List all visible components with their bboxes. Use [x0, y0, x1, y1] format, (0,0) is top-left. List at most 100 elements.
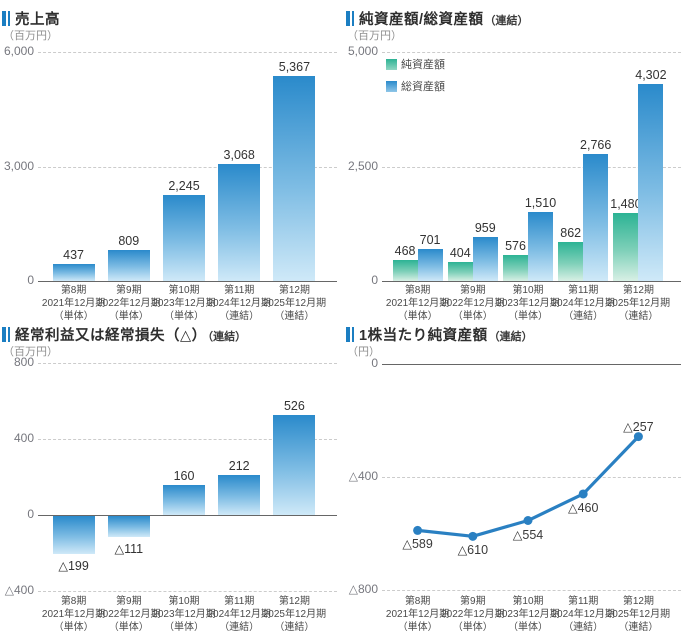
chart-title: 純資産額/総資産額	[359, 12, 484, 28]
bar	[218, 474, 261, 515]
bar-value-label: 2,245	[168, 179, 200, 194]
y-gridline	[382, 477, 681, 478]
chart-header: 経常利益又は経常損失（△）（連結）	[2, 324, 246, 347]
bar-value-label: 160	[173, 468, 195, 483]
bar-value-label: 959	[474, 221, 496, 236]
x-category-label: 第9期 2022年12月期 （単体）	[441, 285, 505, 322]
point-value-label: △589	[402, 537, 433, 552]
title-bars-icon	[2, 11, 10, 31]
chart-title-suffix: （連結）	[484, 15, 529, 27]
data-point	[578, 489, 588, 499]
legend-label: 純資産額	[401, 59, 445, 71]
bar	[613, 213, 639, 281]
y-tick-label: 0	[371, 273, 378, 287]
y-tick-label: 0	[27, 273, 34, 287]
bar-value-label: 212	[228, 458, 250, 473]
chart-unit: （百万円）	[3, 30, 58, 42]
title-bars-icon	[346, 327, 354, 347]
bar-value-label: 862	[560, 225, 582, 240]
y-gridline	[38, 52, 337, 53]
x-category-label: 第11期 2024年12月期 （連結）	[551, 285, 615, 322]
bar	[273, 76, 316, 281]
legend-item: 純資産額	[386, 56, 445, 72]
y-gridline	[382, 364, 681, 365]
chart-unit: （円）	[347, 346, 380, 358]
title-bars-icon	[2, 327, 10, 347]
assets-grouped-bar-chart: 5,000 2,500 0 第8期 2021年12月期 （単体） 第9期 2022年12月期（…	[344, 0, 687, 322]
chart-title-suffix: （連結）	[207, 331, 247, 343]
chart-header: 1株当たり純資産額（連結）	[346, 324, 533, 347]
y-gridline	[382, 590, 681, 591]
bar	[417, 248, 443, 281]
x-category-label: 第10期 2023年12月期 （単体）	[496, 285, 560, 322]
chart-panel-net-assets-per-share: 1株当たり純資産額（連結） （円） 0 △400 △800 第8期 2021年12月期（…	[344, 320, 687, 633]
bar	[583, 154, 609, 281]
chart-title-suffix: （連結）	[488, 331, 533, 343]
chart-header: 売上高	[2, 8, 61, 31]
data-point	[523, 516, 533, 526]
x-category-label: 第9期 2022年12月期 （単体）	[97, 285, 161, 322]
bar-value-label: △199	[58, 558, 89, 573]
y-gridline	[38, 281, 337, 282]
y-tick-label: 800	[13, 355, 34, 369]
bar-value-label: 701	[419, 232, 441, 247]
chart-panel-assets: 純資産額/総資産額（連結） （百万円） 5,000 2,500 0 第8期 2021年1…	[344, 0, 687, 322]
y-tick-label: 3,000	[3, 158, 34, 173]
net-assets-per-share-line-chart: 0 △400 △800 第8期 2021年12月期 （単体） 第9期 2022年12月期 （単体…	[344, 320, 687, 633]
y-tick-label: 0	[371, 356, 378, 370]
sales-bar-chart: 6,000 3,000 0 第8期 2021年12月期 （単体） 第9期 2022年12月期（…	[0, 0, 343, 322]
x-category-label: 第8期 2021年12月期 （単体）	[41, 285, 106, 322]
bar	[52, 516, 95, 554]
bar	[107, 250, 150, 281]
chart-title: 売上高	[15, 12, 60, 28]
y-tick-label: △400	[348, 469, 378, 483]
point-value-label: △610	[457, 543, 489, 558]
y-tick-label: 400	[13, 431, 34, 445]
y-tick-label: △400	[4, 583, 34, 597]
y-gridline	[38, 591, 337, 592]
bar	[52, 264, 95, 281]
bar	[273, 415, 316, 515]
y-tick-label: 0	[27, 507, 34, 521]
bar-value-label: 404	[449, 246, 471, 261]
y-gridline	[382, 166, 681, 168]
bar-value-label: 526	[283, 399, 305, 414]
bar	[392, 259, 418, 281]
bar-value-label: 1,510	[524, 195, 557, 210]
bar	[558, 241, 584, 281]
bar-value-label: 809	[118, 234, 140, 249]
bar	[447, 262, 473, 281]
chart-panel-sales: 売上高 （百万円） 6,000 3,000 0 第8期 2021年12月期 （単体） 第9期…	[0, 0, 343, 322]
y-tick-label: 5,000	[347, 44, 378, 58]
point-value-label: △257	[623, 419, 654, 434]
chart-unit: （百万円）	[3, 346, 58, 358]
y-tick-label: 6,000	[3, 44, 34, 58]
bar-value-label: 5,367	[278, 60, 311, 75]
data-point	[413, 525, 423, 535]
chart-title: 1株当たり純資産額	[359, 328, 488, 344]
bar	[163, 484, 205, 515]
y-gridline	[382, 52, 681, 53]
bar	[163, 195, 205, 281]
legend: 純資産額 総資産額	[386, 56, 445, 100]
data-point	[468, 531, 478, 541]
bar-value-label: 468	[394, 243, 416, 258]
x-category-label: 第12期 2025年12月期 （連結）	[606, 596, 671, 633]
legend-swatch-green	[386, 58, 397, 70]
y-gridline	[38, 439, 337, 440]
bar	[503, 254, 528, 281]
title-bars-icon	[346, 11, 354, 31]
chart-unit: （百万円）	[347, 30, 402, 42]
legend-label: 総資産額	[401, 81, 445, 93]
y-tick-label: 2,500	[347, 158, 378, 173]
x-category-label: 第12期 2025年12月期 （連結）	[606, 285, 671, 322]
bar	[638, 83, 664, 281]
y-tick-label: △800	[348, 582, 378, 596]
y-gridline	[382, 281, 681, 282]
bar	[218, 163, 261, 281]
ordinary-income-bar-chart: 800 400 0 △400 第8期 2021年12月期 （単体） 第9期 2022年12月期（…	[0, 320, 343, 633]
bar-value-label: 437	[63, 248, 85, 263]
y-gridline	[38, 166, 337, 168]
chart-title: 経常利益又は経常損失（△）	[15, 328, 207, 344]
